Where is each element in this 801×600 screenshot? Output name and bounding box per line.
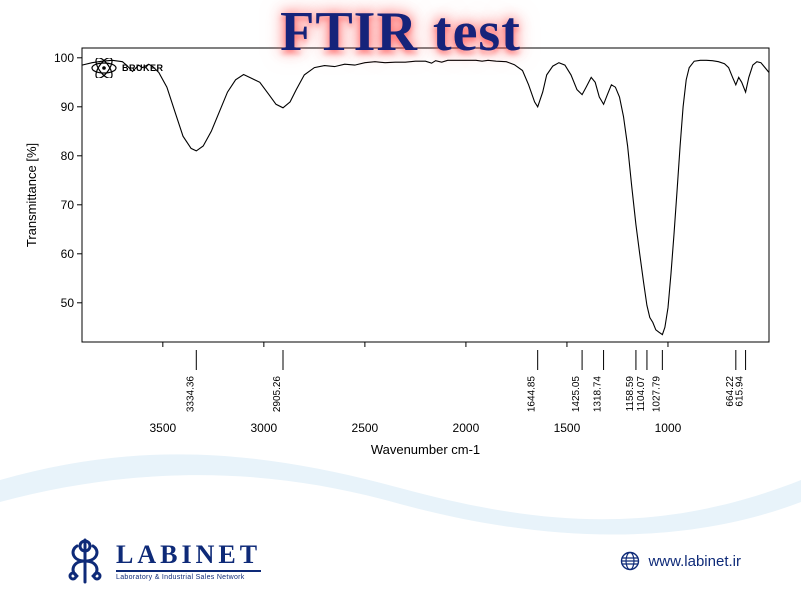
svg-text:2500: 2500 (352, 421, 379, 435)
svg-text:3000: 3000 (251, 421, 278, 435)
site-url: www.labinet.ir (648, 553, 741, 570)
bruker-label: BRUKER (122, 63, 164, 73)
svg-text:1158.59: 1158.59 (625, 376, 636, 412)
svg-text:3500: 3500 (149, 421, 176, 435)
svg-text:2905.26: 2905.26 (272, 376, 283, 413)
svg-text:1104.07: 1104.07 (636, 376, 647, 412)
svg-text:615.94: 615.94 (735, 376, 746, 407)
svg-text:1644.85: 1644.85 (527, 376, 538, 413)
svg-text:1027.79: 1027.79 (651, 376, 662, 413)
svg-text:1500: 1500 (554, 421, 581, 435)
svg-text:1425.05: 1425.05 (571, 376, 582, 413)
svg-text:90: 90 (61, 100, 75, 114)
chart-svg: 5060708090100350030002500200015001000Tra… (20, 30, 781, 460)
svg-text:1318.74: 1318.74 (593, 376, 604, 413)
ftir-chart: 5060708090100350030002500200015001000Tra… (20, 30, 781, 460)
svg-text:50: 50 (61, 296, 75, 310)
title-text: FTIR test (280, 1, 521, 63)
page: FTIR test BRUKER 50607080901003500300025… (0, 0, 801, 600)
svg-text:60: 60 (61, 247, 75, 261)
svg-text:70: 70 (61, 198, 75, 212)
labinet-mark-icon (60, 536, 110, 586)
logo-tagline: Laboratory & Industrial Sales Network (116, 574, 261, 581)
globe-icon (620, 551, 640, 571)
labinet-logo: LABINET Laboratory & Industrial Sales Ne… (60, 536, 261, 586)
footer-bar: LABINET Laboratory & Industrial Sales Ne… (0, 536, 801, 586)
page-title: FTIR test (0, 0, 801, 64)
labinet-wordmark: LABINET Laboratory & Industrial Sales Ne… (116, 542, 261, 581)
svg-text:1000: 1000 (655, 421, 682, 435)
svg-text:2000: 2000 (453, 421, 480, 435)
site-link[interactable]: www.labinet.ir (620, 551, 741, 571)
svg-text:80: 80 (61, 149, 75, 163)
svg-text:Transmittance [%]: Transmittance [%] (24, 143, 39, 247)
logo-name: LABINET (116, 542, 261, 572)
svg-text:3334.36: 3334.36 (185, 376, 196, 413)
